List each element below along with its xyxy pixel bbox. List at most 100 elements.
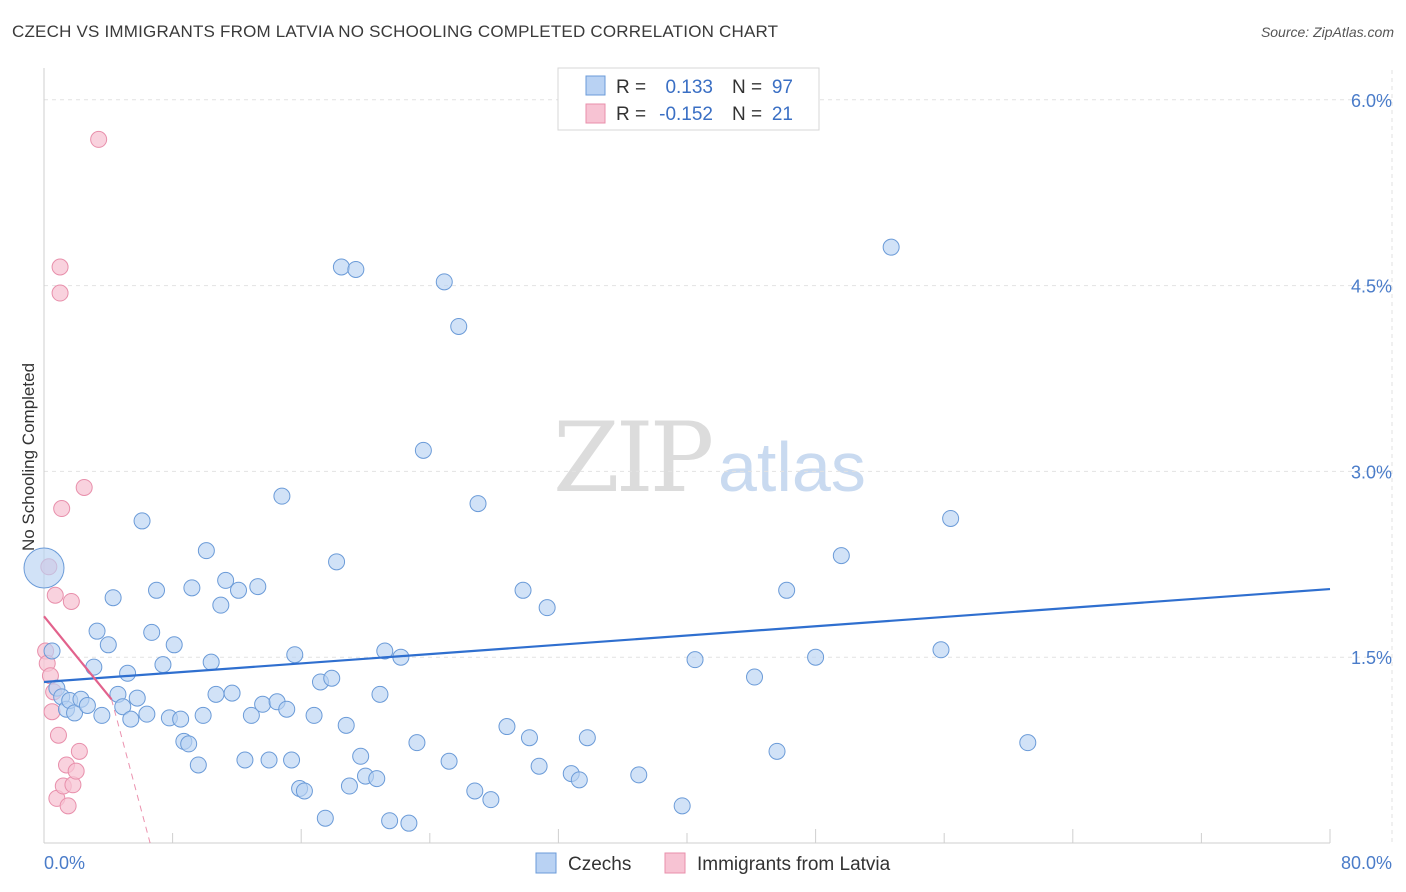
- czech-point: [323, 669, 341, 687]
- gridlines: [44, 70, 1393, 843]
- czech-point: [466, 782, 484, 800]
- czech-point: [202, 653, 220, 671]
- czech-point: [352, 747, 370, 765]
- czech-point: [942, 509, 960, 527]
- czech-point: [194, 706, 212, 724]
- czech-point: [260, 751, 278, 769]
- czech-point: [273, 487, 291, 505]
- stats-legend-r-label-latvia: R =: [616, 104, 646, 125]
- latvia-point: [75, 478, 93, 496]
- czech-point: [217, 571, 235, 589]
- czech-point: [122, 710, 140, 728]
- czech-point: [189, 756, 207, 774]
- stats-legend-swatch-latvia: [585, 103, 606, 124]
- latvia-point: [70, 742, 88, 760]
- latvia-point: [51, 284, 69, 302]
- czech-point: [440, 752, 458, 770]
- czech-point: [165, 636, 183, 654]
- latvia-point: [46, 586, 64, 604]
- stats-legend-r-value-czechs: 0.133: [665, 77, 713, 98]
- czech-point: [99, 636, 117, 654]
- czech-point: [570, 771, 588, 789]
- czech-point: [128, 689, 146, 707]
- czech-point: [807, 648, 825, 666]
- y-tick-label-2: 4.5%: [1351, 277, 1392, 297]
- series-legend: Czechs Immigrants from Latvia: [535, 852, 891, 875]
- czech-point: [530, 757, 548, 775]
- czech-point: [85, 658, 103, 676]
- czech-point: [114, 698, 132, 716]
- czech-point: [932, 641, 950, 659]
- czech-point: [305, 706, 323, 724]
- czech-point: [78, 697, 96, 715]
- czech-point: [23, 547, 65, 589]
- czech-point: [283, 751, 301, 769]
- stats-legend-n-label-czechs: N =: [732, 77, 762, 98]
- czech-point: [482, 791, 500, 809]
- czech-point: [172, 710, 190, 728]
- czech-point: [212, 596, 230, 614]
- watermark-zip: ZIP: [553, 402, 712, 514]
- watermark-atlas: atlas: [718, 428, 866, 506]
- legend-label-latvia: Immigrants from Latvia: [697, 854, 891, 875]
- latvia-point: [90, 130, 108, 148]
- czech-point: [538, 599, 556, 617]
- czech-point: [368, 770, 386, 788]
- latvia-point: [43, 703, 61, 721]
- czech-point: [1019, 734, 1037, 752]
- stats-legend-r-label-czechs: R =: [616, 77, 646, 98]
- czech-point: [686, 651, 704, 669]
- czech-point: [316, 809, 334, 827]
- czech-point: [832, 547, 850, 565]
- czech-point: [143, 623, 161, 641]
- czech-point: [249, 578, 267, 596]
- czech-point: [183, 579, 201, 597]
- latvia-point: [53, 500, 71, 518]
- czech-point: [119, 664, 137, 682]
- czech-point: [498, 718, 516, 736]
- czech-point: [286, 646, 304, 664]
- czech-point: [223, 684, 241, 702]
- czech-point: [254, 695, 272, 713]
- czech-point: [207, 685, 225, 703]
- y-tick-labels: 1.5% 3.0% 4.5% 6.0%: [1351, 91, 1392, 668]
- czech-point: [328, 553, 346, 571]
- czech-point: [337, 716, 355, 734]
- watermark: ZIP atlas: [553, 402, 866, 514]
- latvia-point: [59, 797, 77, 815]
- czech-point: [154, 656, 172, 674]
- x-tick-label-min: 0.0%: [44, 853, 85, 873]
- czech-point: [400, 814, 418, 832]
- latvia-point: [62, 592, 80, 610]
- y-axis-label: No Schooling Completed: [19, 363, 38, 551]
- czech-point: [278, 700, 296, 718]
- latvia-trend-line: [43, 615, 113, 701]
- czech-point: [104, 589, 122, 607]
- czech-point: [435, 273, 453, 291]
- czech-point: [133, 512, 151, 530]
- czech-point: [514, 581, 532, 599]
- legend-label-czechs: Czechs: [568, 854, 631, 875]
- czech-point: [371, 685, 389, 703]
- czech-point: [340, 777, 358, 795]
- czech-point: [414, 441, 432, 459]
- czech-point: [236, 751, 254, 769]
- czech-point: [520, 729, 538, 747]
- stats-legend: R = 0.133 N = 97 R = -0.152 N = 21: [557, 67, 820, 131]
- czech-point: [778, 581, 796, 599]
- czech-point: [408, 734, 426, 752]
- czech-point: [347, 260, 365, 278]
- czech-point: [332, 258, 350, 276]
- czech-point: [242, 706, 260, 724]
- czech-point: [746, 668, 764, 686]
- y-tick-label-3: 6.0%: [1351, 91, 1392, 111]
- legend-swatch-latvia: [664, 852, 686, 874]
- y-tick-label-1: 3.0%: [1351, 462, 1392, 482]
- czech-point: [230, 581, 248, 599]
- czech-point: [578, 729, 596, 747]
- stats-legend-n-label-latvia: N =: [732, 104, 762, 125]
- series-czechs: [23, 238, 1037, 832]
- chart-title: CZECH VS IMMIGRANTS FROM LATVIA NO SCHOO…: [12, 22, 779, 41]
- stats-legend-r-value-latvia: -0.152: [659, 104, 713, 125]
